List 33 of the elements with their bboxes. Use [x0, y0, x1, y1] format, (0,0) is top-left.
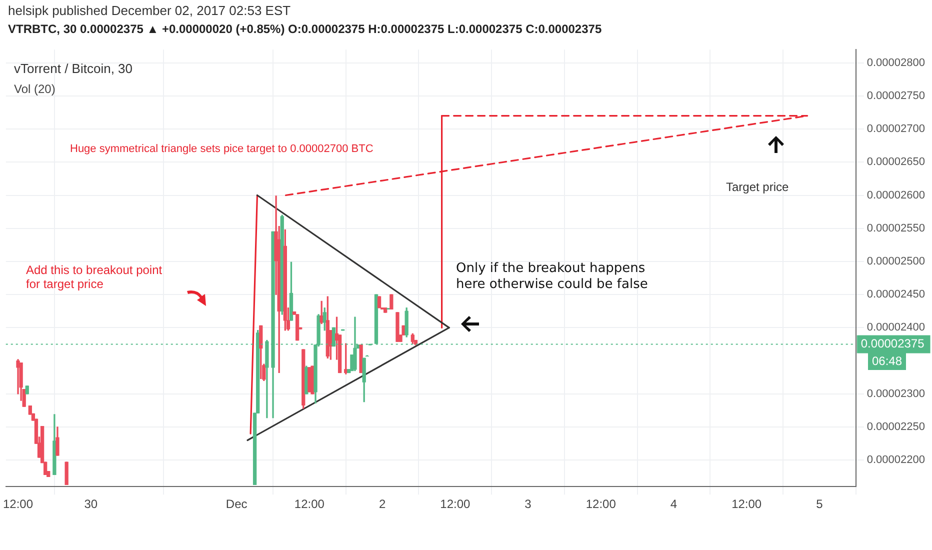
y-tick-label: 0.00002600: [866, 189, 926, 202]
y-tick-label: 0.00002250: [866, 421, 926, 434]
x-tick-label: 12:00: [3, 497, 34, 512]
y-tick-label: 0.00002450: [866, 288, 926, 301]
y-tick-label: 0.00002650: [866, 156, 926, 168]
annotation: Huge symmetrical triangle sets pice target to 0.00002700 BTC: [70, 142, 374, 156]
x-tick-label: 2: [378, 497, 386, 512]
x-tick-label: 3: [524, 497, 532, 512]
x-tick-label: 12:00: [732, 497, 762, 512]
x-tick-label: 5: [816, 497, 824, 512]
annotation: Add this to breakout point for target price: [26, 263, 162, 291]
text: 06:48: [868, 352, 906, 370]
x-tick-label: Dec: [226, 497, 248, 512]
x-tick-label: 30: [84, 497, 98, 512]
y-tick-label: 0.00002700: [866, 123, 926, 136]
y-tick-label: 0.00002200: [866, 454, 926, 466]
y-tick-label: 0.00002400: [866, 322, 926, 334]
y-tick-label: 0.00002750: [866, 90, 926, 102]
x-tick-label: 12:00: [294, 497, 325, 512]
y-tick-label: 0.00002300: [866, 388, 926, 400]
annotation: Vol (20): [14, 82, 56, 96]
x-tick-label: 4: [670, 497, 678, 512]
annotation: Only if the breakout happens here otherwise could be false: [456, 261, 648, 293]
text: VTRBTC, 30 0.00002375 ▲ +0.00000020 (+0.85%) O:0.00002375 H:0.00002375 L:0.00002375 C:0.00002375: [8, 22, 602, 36]
y-tick-label: 0.00002800: [866, 56, 926, 69]
x-tick-label: 12:00: [440, 497, 471, 512]
x-tick-label: 12:00: [586, 497, 616, 512]
text: helsipk published December 02, 2017 02:53 EST: [8, 3, 291, 18]
annotation: Target price: [726, 180, 789, 194]
ref-line-label: 0.00002375: [860, 336, 925, 351]
y-tick-label: 0.00002550: [866, 222, 926, 234]
text: vTorrent / Bitcoin, 30: [14, 61, 132, 76]
y-tick-label: 0.00002500: [866, 256, 926, 268]
